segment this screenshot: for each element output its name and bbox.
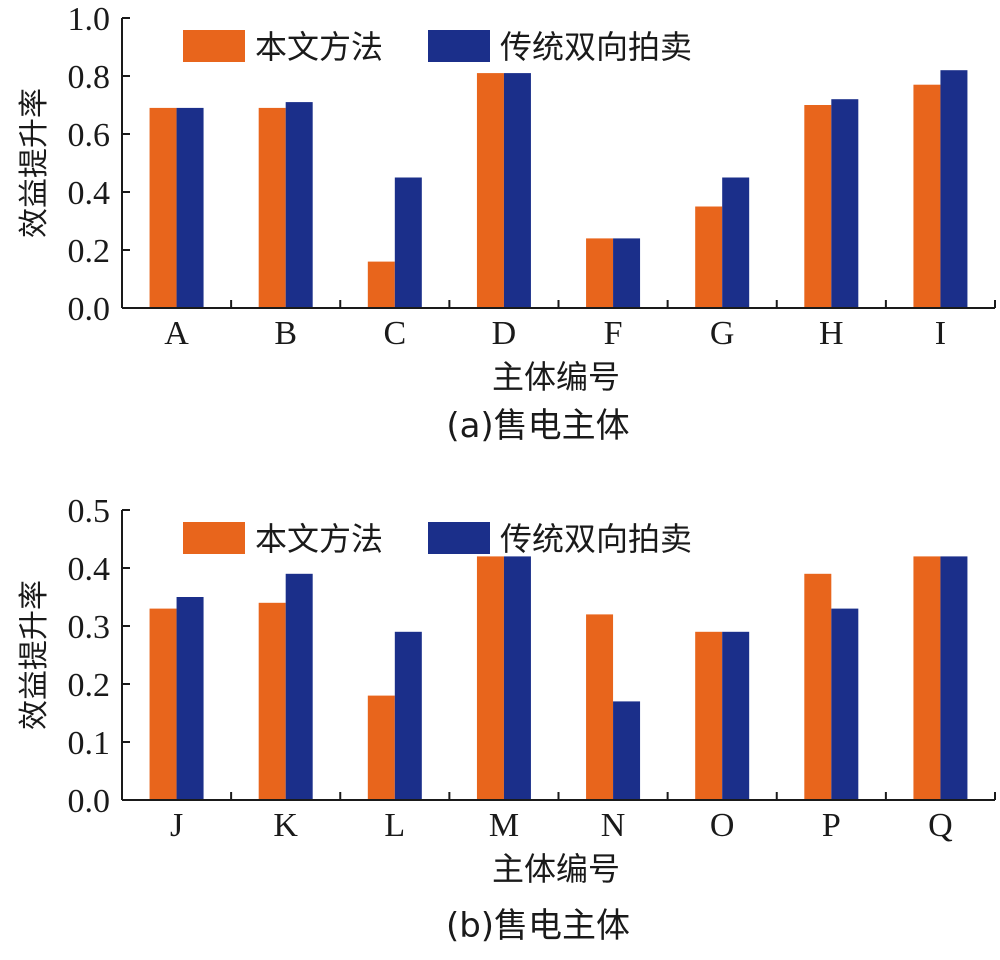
bar-P-series-2 — [831, 608, 859, 800]
panel-caption: (b)售电主体 — [446, 906, 630, 946]
bar-B-series-1 — [258, 107, 286, 309]
x-tick-label: O — [710, 807, 735, 844]
legend-swatch-series-1 — [183, 522, 245, 554]
bar-O-series-2 — [722, 631, 750, 800]
legend-label-series-1: 本文方法 — [255, 28, 383, 66]
chart-panel-a: 0.0 0.2 0.4 0.6 0.8 1.0 A B C D F G H I 主体编号 效益提升率 (a)售电… — [17, 1, 996, 446]
x-tick-label: Q — [928, 807, 953, 844]
x-tick-label: A — [164, 315, 189, 352]
x-axis-title: 主体编号 — [492, 850, 620, 888]
legend-swatch-series-1 — [183, 30, 245, 62]
y-tick-label: 0.2 — [68, 667, 111, 704]
y-tick-label: 1.0 — [68, 1, 111, 38]
bar-L-series-2 — [394, 631, 422, 800]
bar-I-series-1 — [913, 84, 941, 308]
x-tick-label: M — [489, 807, 519, 844]
bar-B-series-2 — [285, 102, 313, 308]
bar-I-series-2 — [940, 70, 968, 308]
y-tick-label: 0.6 — [68, 117, 111, 154]
x-tick-label: C — [383, 315, 406, 352]
x-tick-label: N — [601, 807, 626, 844]
bar-F-series-1 — [586, 238, 614, 308]
bar-K-series-1 — [258, 602, 286, 800]
bar-H-series-1 — [804, 105, 832, 308]
x-tick-label: D — [492, 315, 517, 352]
bar-J-series-1 — [149, 608, 177, 800]
legend-label-series-1: 本文方法 — [255, 520, 383, 558]
y-axis-title: 效益提升率 — [17, 580, 52, 730]
y-tick-label: 0.2 — [68, 233, 111, 270]
bar-D-series-1 — [476, 73, 504, 308]
x-tick-label: B — [274, 315, 297, 352]
y-tick-label: 0.1 — [68, 725, 111, 762]
legend-swatch-series-2 — [428, 30, 490, 62]
y-tick-label: 0.0 — [68, 291, 111, 328]
y-tick-label: 0.3 — [68, 609, 111, 646]
bar-C-series-1 — [367, 261, 395, 308]
x-tick-label: F — [604, 315, 623, 352]
x-tick-label: L — [384, 807, 405, 844]
legend-label-series-2: 传统双向拍卖 — [500, 520, 692, 558]
bar-M-series-2 — [503, 556, 531, 800]
x-tick-label: H — [819, 315, 844, 352]
bar-P-series-1 — [804, 573, 832, 800]
bar-A-series-2 — [176, 107, 204, 309]
legend-swatch-series-2 — [428, 522, 490, 554]
bar-C-series-2 — [394, 177, 422, 308]
bar-H-series-2 — [831, 99, 859, 308]
chart-panel-b: 0.0 0.1 0.2 0.3 0.4 0.5 J K L M N O P Q 主体编号 效益提升率 (b)售电… — [17, 493, 996, 946]
legend: 本文方法 传统双向拍卖 — [183, 520, 692, 558]
bar-L-series-1 — [367, 695, 395, 800]
bar-O-series-1 — [695, 631, 723, 800]
x-tick-label: P — [822, 807, 841, 844]
panel-caption: (a)售电主体 — [446, 406, 629, 446]
bar-M-series-1 — [476, 556, 504, 800]
legend-label-series-2: 传统双向拍卖 — [500, 28, 692, 66]
x-tick-label: K — [273, 807, 298, 844]
bar-K-series-2 — [285, 573, 313, 800]
y-tick-label: 0.8 — [68, 59, 111, 96]
y-tick-label: 0.5 — [68, 493, 111, 530]
bar-N-series-2 — [613, 701, 641, 800]
bar-A-series-1 — [149, 107, 177, 309]
y-tick-label: 0.0 — [68, 783, 111, 820]
bar-G-series-1 — [695, 206, 723, 308]
legend: 本文方法 传统双向拍卖 — [183, 28, 692, 66]
bar-G-series-2 — [722, 177, 750, 308]
bar-N-series-1 — [586, 614, 614, 800]
bar-D-series-2 — [503, 73, 531, 308]
y-tick-label: 0.4 — [68, 551, 111, 588]
bar-F-series-2 — [613, 238, 641, 308]
bar-J-series-2 — [176, 597, 204, 800]
y-axis-title: 效益提升率 — [17, 88, 52, 238]
x-tick-label: I — [935, 315, 946, 352]
x-axis-title: 主体编号 — [492, 358, 620, 396]
x-tick-label: J — [170, 807, 183, 844]
bar-Q-series-1 — [913, 556, 941, 800]
x-tick-label: G — [710, 315, 735, 352]
y-tick-label: 0.4 — [68, 175, 111, 212]
bar-Q-series-2 — [940, 556, 968, 800]
